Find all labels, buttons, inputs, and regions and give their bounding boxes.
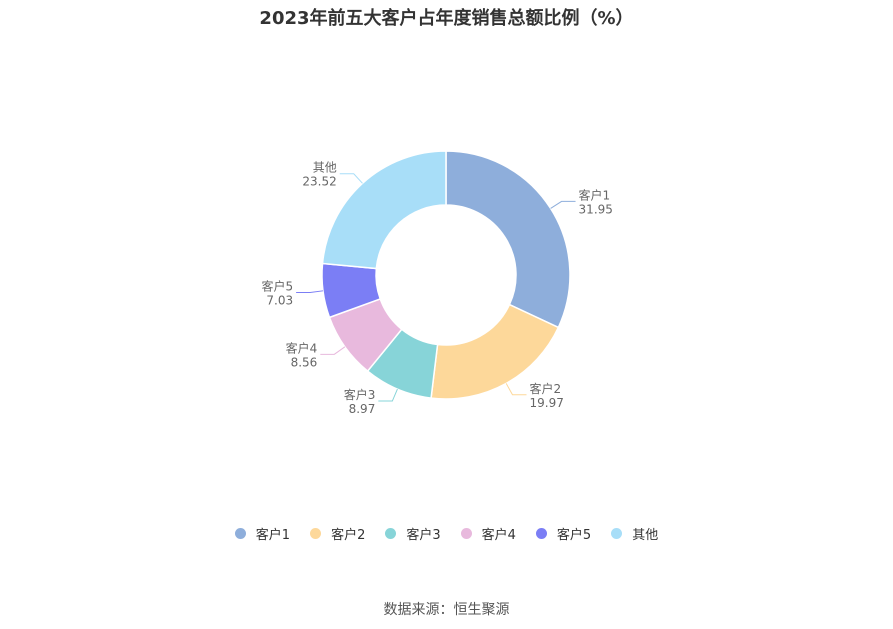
legend-item-客户3[interactable]: 客户3 (385, 524, 441, 543)
slice-category-label: 其他 (313, 161, 337, 175)
slice-value-label: 19.97 (529, 396, 563, 410)
slice-value-label: 23.52 (302, 175, 336, 189)
leader-line-客户4 (320, 346, 346, 355)
chart-title: 2023年前五大客户占年度销售总额比例（%） (259, 8, 634, 29)
legend-label: 客户3 (406, 528, 441, 543)
legend-label: 客户4 (481, 528, 516, 543)
leader-line-客户5 (296, 290, 324, 293)
legend-label: 客户1 (255, 528, 291, 543)
slice-category-label: 客户4 (286, 340, 318, 355)
slice-value-label: 31.95 (579, 202, 613, 216)
leader-line-其他 (339, 173, 363, 184)
leader-line-客户2 (505, 383, 527, 396)
legend-swatch (535, 528, 547, 539)
slice-category-label: 客户5 (261, 278, 293, 293)
slice-value-label: 8.56 (291, 355, 318, 369)
slice-客户1[interactable] (445, 150, 571, 329)
legend-swatch (234, 528, 246, 539)
legend: 客户1 客户2 客户3 客户4 客户5 其他 (0, 524, 893, 543)
slice-category-label: 客户3 (344, 387, 376, 402)
slice-group (321, 150, 571, 400)
leader-line-客户3 (378, 388, 398, 402)
slice-category-label: 客户2 (529, 381, 561, 396)
slice-value-label: 7.03 (266, 293, 293, 307)
legend-item-客户2[interactable]: 客户2 (310, 524, 365, 543)
legend-swatch (310, 528, 322, 539)
slice-value-label: 8.97 (349, 402, 376, 416)
legend-label: 客户2 (331, 528, 366, 543)
legend-swatch (460, 528, 472, 539)
source-note: 数据来源：恒生聚源 (383, 602, 510, 618)
slice-其他[interactable] (321, 150, 447, 270)
slice-category-label: 客户1 (579, 187, 611, 202)
legend-label: 其他 (632, 528, 659, 543)
legend-label: 客户5 (556, 528, 592, 543)
legend-item-其他[interactable]: 其他 (611, 524, 658, 543)
legend-item-客户5[interactable]: 客户5 (535, 524, 592, 543)
legend-item-客户1[interactable]: 客户1 (234, 524, 291, 543)
legend-swatch (385, 528, 397, 539)
leader-line-客户1 (550, 200, 576, 209)
legend-swatch (611, 528, 623, 539)
legend-item-客户4[interactable]: 客户4 (460, 524, 516, 543)
